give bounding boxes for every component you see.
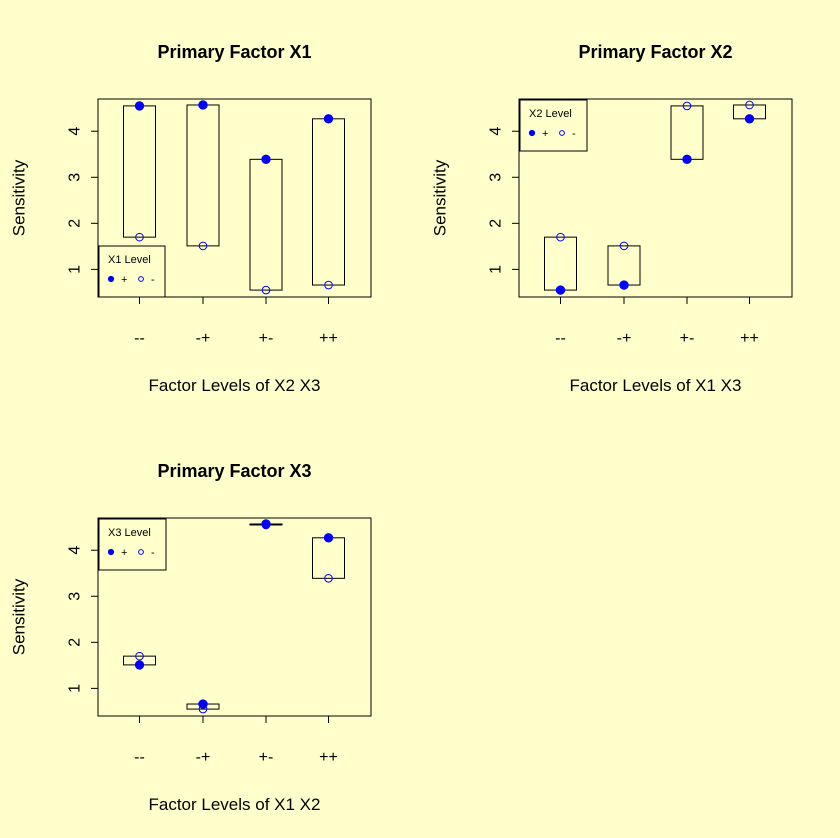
- x-tick-label: -+: [196, 749, 211, 766]
- x-tick-label: +-: [259, 330, 274, 347]
- x-tick-label: -+: [617, 330, 632, 347]
- y-tick-label: 1: [67, 265, 84, 274]
- legend-marker-plus: [528, 129, 536, 137]
- y-tick-label: 4: [67, 546, 84, 555]
- plot-frame: [518, 98, 793, 298]
- chart-title: Primary Factor X1: [157, 42, 311, 62]
- y-axis-label: Sensitivity: [10, 159, 29, 236]
- data-point-plus: [261, 154, 271, 165]
- legend-label-plus: +: [121, 274, 127, 286]
- data-point-plus: [555, 285, 566, 295]
- x-tick-label: +-: [680, 330, 695, 347]
- x-axis-label: Factor Levels of X1 X3: [570, 376, 742, 395]
- legend-marker-minus: [138, 549, 144, 555]
- legend: X3 Level + -: [98, 518, 167, 571]
- y-axis-label: Sensitivity: [10, 578, 29, 655]
- range-box: [123, 105, 156, 238]
- data-point-plus: [619, 280, 629, 290]
- data-point-plus: [134, 101, 145, 111]
- x-tick-label: +-: [259, 749, 274, 766]
- data-point-minus: [135, 232, 144, 242]
- y-tick-label: 2: [67, 219, 84, 228]
- legend-label-minus: -: [151, 547, 155, 559]
- legend-label-minus: -: [572, 128, 576, 140]
- legend: X2 Level + -: [519, 99, 588, 152]
- legend-marker-minus: [138, 276, 144, 282]
- legend-label-plus: +: [121, 547, 127, 559]
- data-point-minus: [324, 574, 333, 583]
- data-point-minus: [198, 241, 208, 251]
- y-tick-label: 4: [488, 127, 505, 136]
- plot-frame: [97, 517, 372, 717]
- chart-title: Primary Factor X2: [578, 42, 732, 62]
- plot-frame: [97, 98, 372, 298]
- legend-box: [98, 245, 166, 298]
- range-box: [312, 118, 345, 286]
- x-tick-label: --: [134, 330, 145, 347]
- range-box: [312, 537, 345, 579]
- x-axis-label: Factor Levels of X2 X3: [149, 376, 321, 395]
- x-tick-label: ++: [740, 330, 759, 347]
- x-tick-label: --: [555, 330, 566, 347]
- data-point-minus: [745, 100, 754, 110]
- y-tick-label: 3: [67, 592, 84, 601]
- y-tick-label: 4: [67, 127, 84, 136]
- legend-title: X1 Level: [108, 254, 151, 266]
- data-point-minus: [261, 285, 271, 295]
- range-box: [670, 105, 704, 160]
- range-box: [249, 158, 283, 291]
- y-tick-label: 2: [488, 219, 505, 228]
- data-point-plus: [198, 100, 208, 110]
- data-point-plus: [323, 533, 334, 543]
- data-point-plus: [198, 699, 208, 709]
- y-tick-label: 1: [488, 265, 505, 274]
- y-tick-label: 3: [488, 173, 505, 182]
- range-box: [186, 104, 220, 247]
- data-point-minus: [324, 280, 333, 290]
- data-point-plus: [323, 114, 334, 124]
- data-point-minus: [619, 241, 629, 251]
- x-tick-label: --: [134, 749, 145, 766]
- legend-marker-plus: [107, 275, 115, 283]
- range-box: [544, 236, 577, 291]
- chart-title: Primary Factor X3: [157, 461, 311, 481]
- x-tick-label: -+: [196, 330, 211, 347]
- legend-label-minus: -: [151, 274, 155, 286]
- x-axis-label: Factor Levels of X1 X2: [149, 795, 321, 814]
- legend-label-plus: +: [542, 128, 548, 140]
- y-axis-label: Sensitivity: [431, 159, 450, 236]
- data-point-minus: [682, 101, 692, 111]
- legend-box: [98, 518, 167, 571]
- y-tick-label: 3: [67, 173, 84, 182]
- legend-marker-plus: [107, 548, 115, 556]
- legend-box: [519, 99, 588, 152]
- data-point-plus: [744, 114, 755, 124]
- data-point-plus: [134, 660, 145, 670]
- range-box: [607, 245, 641, 286]
- data-point-plus: [682, 154, 692, 165]
- data-point-plus: [261, 519, 271, 529]
- data-point-minus: [556, 232, 565, 242]
- legend-marker-minus: [559, 130, 565, 136]
- legend: X1 Level + -: [98, 245, 166, 298]
- data-point-minus: [135, 651, 144, 661]
- legend-title: X3 Level: [108, 527, 151, 539]
- y-tick-label: 2: [67, 638, 84, 647]
- x-tick-label: ++: [319, 749, 338, 766]
- legend-title: X2 Level: [529, 108, 572, 120]
- x-tick-label: ++: [319, 330, 338, 347]
- y-tick-label: 1: [67, 684, 84, 693]
